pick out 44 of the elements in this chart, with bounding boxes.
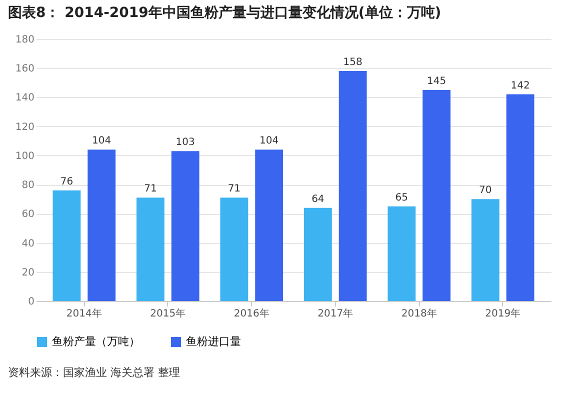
bar [52, 190, 81, 301]
bar [338, 71, 367, 301]
bar [255, 150, 284, 301]
y-tick-label: 0 [28, 296, 34, 308]
chart-title: 图表8： 2014-2019年中国鱼粉产量与进口量变化情况(单位：万吨) [8, 4, 442, 21]
data-label: 104 [92, 136, 112, 147]
bar [136, 198, 164, 301]
y-tick-label: 40 [22, 238, 34, 250]
x-tick-label: 2017年 [318, 308, 354, 320]
data-label: 103 [176, 137, 195, 148]
data-label: 158 [343, 57, 362, 68]
bar [471, 199, 500, 301]
y-tick-label: 160 [15, 64, 34, 75]
data-label: 65 [395, 192, 408, 204]
bar [171, 151, 200, 301]
x-tick-label: 2019年 [485, 308, 521, 320]
x-tick-label: 2015年 [150, 308, 186, 320]
y-tick-label: 140 [15, 92, 34, 104]
bar [388, 206, 416, 301]
bar [422, 90, 451, 301]
y-tick-label: 60 [22, 209, 34, 220]
legend-label: 鱼粉产量（万吨） [52, 335, 140, 348]
data-label: 76 [60, 176, 74, 188]
x-tick-label: 2014年 [66, 308, 102, 320]
data-label: 71 [144, 184, 157, 195]
y-tick-label: 100 [15, 150, 34, 162]
y-tick-label: 20 [22, 267, 34, 278]
data-label: 71 [228, 184, 241, 195]
bar [220, 198, 248, 301]
data-label: 70 [479, 185, 492, 196]
x-tick-label: 2016年 [234, 308, 270, 320]
bar [506, 94, 534, 301]
legend-label: 鱼粉进口量 [186, 335, 241, 348]
data-label: 104 [260, 136, 279, 147]
data-label: 145 [427, 76, 446, 87]
y-tick-label: 180 [15, 34, 34, 46]
y-tick-label: 80 [22, 180, 34, 192]
data-label: 142 [510, 80, 530, 92]
bar [304, 208, 332, 301]
y-tick-label: 120 [15, 122, 34, 133]
text: 资料来源：国家渔业 海关总署 整理 [8, 366, 180, 379]
data-label: 64 [312, 194, 324, 205]
bar [88, 150, 116, 301]
x-tick-label: 2018年 [401, 308, 437, 320]
